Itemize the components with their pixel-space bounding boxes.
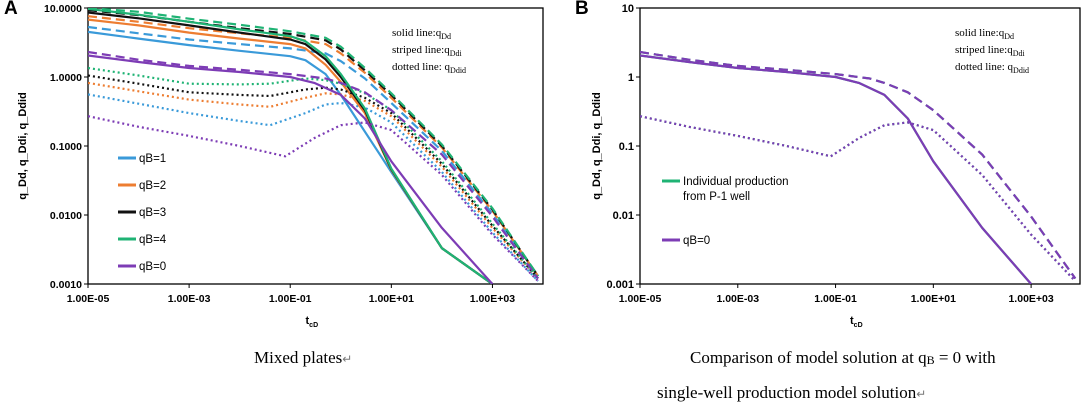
annotation-line: dotted line: qDdid <box>392 61 466 75</box>
y-tick-label: 0.1 <box>619 141 634 153</box>
x-tick-label: 1.00E+01 <box>911 293 956 305</box>
y-tick-label: 0.01 <box>613 210 634 222</box>
annotation-sub: Ddi <box>1013 49 1026 58</box>
y-tick-label: 0.0100 <box>50 210 82 222</box>
series-qb-2-dotted <box>88 81 539 280</box>
annotation-line: solid line:qDd <box>955 27 1014 41</box>
series-qb-4-solid <box>88 8 494 284</box>
caption-b-line1-sub: B <box>926 353 935 367</box>
x-axis-label-sub: cD <box>854 322 863 329</box>
annotation-sub: Ddid <box>1013 66 1029 75</box>
legend-label: qB=0 <box>683 235 710 247</box>
annotation-line: striped line:qDdi <box>392 44 463 58</box>
caption-a: Mixed plates↵ <box>254 348 352 368</box>
plot-A: 1.00E-05 1.00E-03 1.00E-01 1.00E+01 1.00E+03… <box>17 3 544 329</box>
plot-B: 1.00E-05 1.00E-03 1.00E-01 1.00E+01 1.00E+03… <box>591 3 1081 329</box>
y-tick-label: 10 <box>622 3 634 15</box>
y-axis-label: q_Dd, q_Ddi, q_Ddid <box>17 92 29 200</box>
x-tick-label: 1.00E-01 <box>269 293 312 305</box>
annotation-symbol: q <box>1007 44 1013 56</box>
series-qb-3-dotted <box>88 74 539 280</box>
x-tick-label: 1.00E-01 <box>814 293 857 305</box>
annotation-text: solid line: <box>392 27 436 39</box>
series-qb-4-dotted <box>88 66 539 280</box>
legend-label: from P-1 well <box>683 191 750 203</box>
x-axis-label-main: t <box>850 315 854 327</box>
return-mark: ↵ <box>342 352 353 366</box>
x-tick-label: 1.00E+03 <box>470 293 515 305</box>
annotation-text: striped line: <box>955 44 1007 56</box>
y-tick-label: 0.1000 <box>50 141 82 153</box>
legend-label: qB=4 <box>139 234 167 246</box>
x-axis-label: tcD <box>850 315 863 329</box>
x-axis-label-main: t <box>306 315 310 327</box>
x-tick-label: 1.00E+03 <box>1008 293 1053 305</box>
series-qb-0-solid <box>640 54 1032 284</box>
annotation-sub: Ddi <box>450 49 463 58</box>
y-tick-label: 1.0000 <box>50 72 82 84</box>
annotation-sub: Ddid <box>450 66 466 75</box>
x-tick-label: 1.00E+01 <box>369 293 414 305</box>
y-axis-label: q_Dd, q_Ddi, q_Ddid <box>591 92 603 200</box>
annotation-text: solid line: <box>955 27 999 39</box>
panel-letter-b: B <box>575 0 589 19</box>
x-tick-label: 1.00E-05 <box>67 293 110 305</box>
annotation-sub: Dd <box>1004 32 1014 41</box>
annotation-symbol: q <box>999 27 1005 39</box>
x-tick-label: 1.00E-03 <box>168 293 211 305</box>
caption-a-text: Mixed plates <box>254 348 343 367</box>
y-tick-label: 10.0000 <box>44 3 82 15</box>
series-qb-0-striped <box>640 50 1077 280</box>
x-axis-label-sub: cD <box>309 322 318 329</box>
annotation-symbol: q <box>445 61 451 73</box>
x-axis-label: tcD <box>306 315 319 329</box>
series-group <box>640 50 1077 284</box>
y-tick-label: 1 <box>628 72 634 84</box>
series-qb-0-dotted <box>640 115 1077 282</box>
annotation-symbol: q <box>436 27 442 39</box>
series-qb-0-striped <box>88 50 539 280</box>
legend-label: qB=3 <box>139 207 166 219</box>
series-qb-0-solid <box>88 54 494 284</box>
series-individual-production-from-p-1-well-solid <box>640 54 1032 284</box>
return-mark-b: ↵ <box>916 387 927 401</box>
annotation-text: striped line: <box>392 44 444 56</box>
annotation-line: solid line:qDd <box>392 27 451 41</box>
caption-b-line1: Comparison of model solution at qB = 0 w… <box>690 348 996 368</box>
x-tick-label: 1.00E-03 <box>716 293 759 305</box>
annotation-line: striped line:qDdi <box>955 44 1026 58</box>
series-qb-0-dotted <box>88 115 539 282</box>
series-qb-4-striped <box>88 8 540 277</box>
annotation-line: dotted line: qDdid <box>955 61 1029 75</box>
x-tick-label: 1.00E-05 <box>619 293 662 305</box>
annotation-text: dotted line: <box>955 61 1008 73</box>
legend-label: qB=2 <box>139 180 166 192</box>
caption-b-line1-pre: Comparison of model solution at q <box>690 348 927 367</box>
series-group <box>88 8 540 284</box>
caption-b-line2: single-well production model solution↵ <box>657 383 926 403</box>
caption-b-line1-post: = 0 with <box>934 348 996 367</box>
legend-label: qB=1 <box>139 153 166 165</box>
annotation-text: dotted line: <box>392 61 445 73</box>
y-tick-label: 0.001 <box>606 279 634 291</box>
legend-label: qB=0 <box>139 261 166 273</box>
annotation-sub: Dd <box>441 32 451 41</box>
y-tick-label: 0.0010 <box>50 279 82 291</box>
panel-letter-a: A <box>4 0 18 19</box>
annotation-symbol: q <box>444 44 450 56</box>
legend-label: Individual production <box>683 176 789 188</box>
caption-b-line2-text: single-well production model solution <box>657 383 917 402</box>
annotation-symbol: q <box>1008 61 1014 73</box>
